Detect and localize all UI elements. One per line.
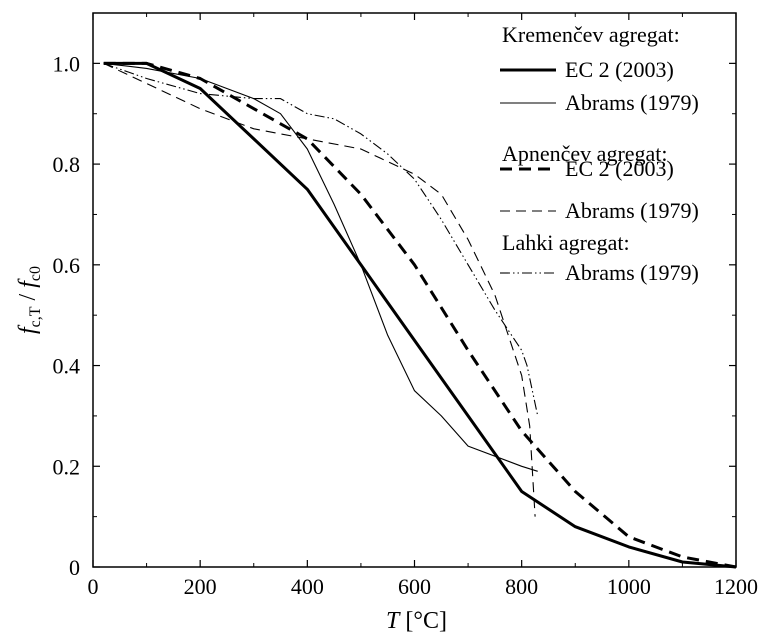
y-title-f1: f [15,324,41,334]
legend-group-title: Apnenčev agregat: [502,141,668,166]
legend-entry-label: EC 2 (2003) [565,156,674,181]
x-tick-label: 1000 [607,574,651,599]
series-line-2 [103,62,538,472]
y-title-sub2: c0 [27,266,44,281]
x-tick-label: 1200 [714,574,758,599]
x-tick-label: 200 [184,574,217,599]
x-tick-label: 600 [398,574,431,599]
y-tick-label: 0.8 [53,152,81,177]
y-axis-title: fc,T / fc0 [15,266,44,334]
series-line-4 [103,62,536,517]
y-tick-label: 0 [69,555,80,580]
axis-ticks [92,12,737,568]
x-title-var: T [386,608,401,634]
y-tick-label: 0.4 [53,354,81,379]
x-tick-label: 0 [88,574,99,599]
x-tick-label: 800 [505,574,538,599]
series-line-5 [103,62,539,417]
x-tick-label: 400 [291,574,324,599]
y-tick-label: 0.6 [53,253,81,278]
x-axis-title: T [°C] [386,608,447,634]
series-layer [103,61,737,569]
tick-labels: 0 200 400 600 800 1000 1200 0 0.2 0.4 0.6 0.8 1.0 [53,51,759,599]
legend-entry-label: EC 2 (2003) [565,57,674,82]
series-line-3 [103,61,737,569]
y-title-sep: / [15,288,41,307]
x-title-unit: [°C] [399,608,447,634]
legend-entry-label: Abrams (1979) [565,90,699,115]
legend-group-title: Kremenčev agregat: [502,22,680,47]
y-tick-label: 0.2 [53,454,81,479]
y-title-f2: f [15,278,41,288]
series-line-1 [103,61,737,569]
legend: Kremenčev agregat: EC 2 (2003) Abrams (197… [500,22,699,285]
legend-entry-label: Abrams (1979) [565,198,699,223]
y-tick-label: 1.0 [53,51,81,76]
legend-entry-label: Abrams (1979) [565,260,699,285]
y-title-sub1: c,T [27,306,44,327]
legend-group-title: Lahki agregat: [502,230,630,255]
